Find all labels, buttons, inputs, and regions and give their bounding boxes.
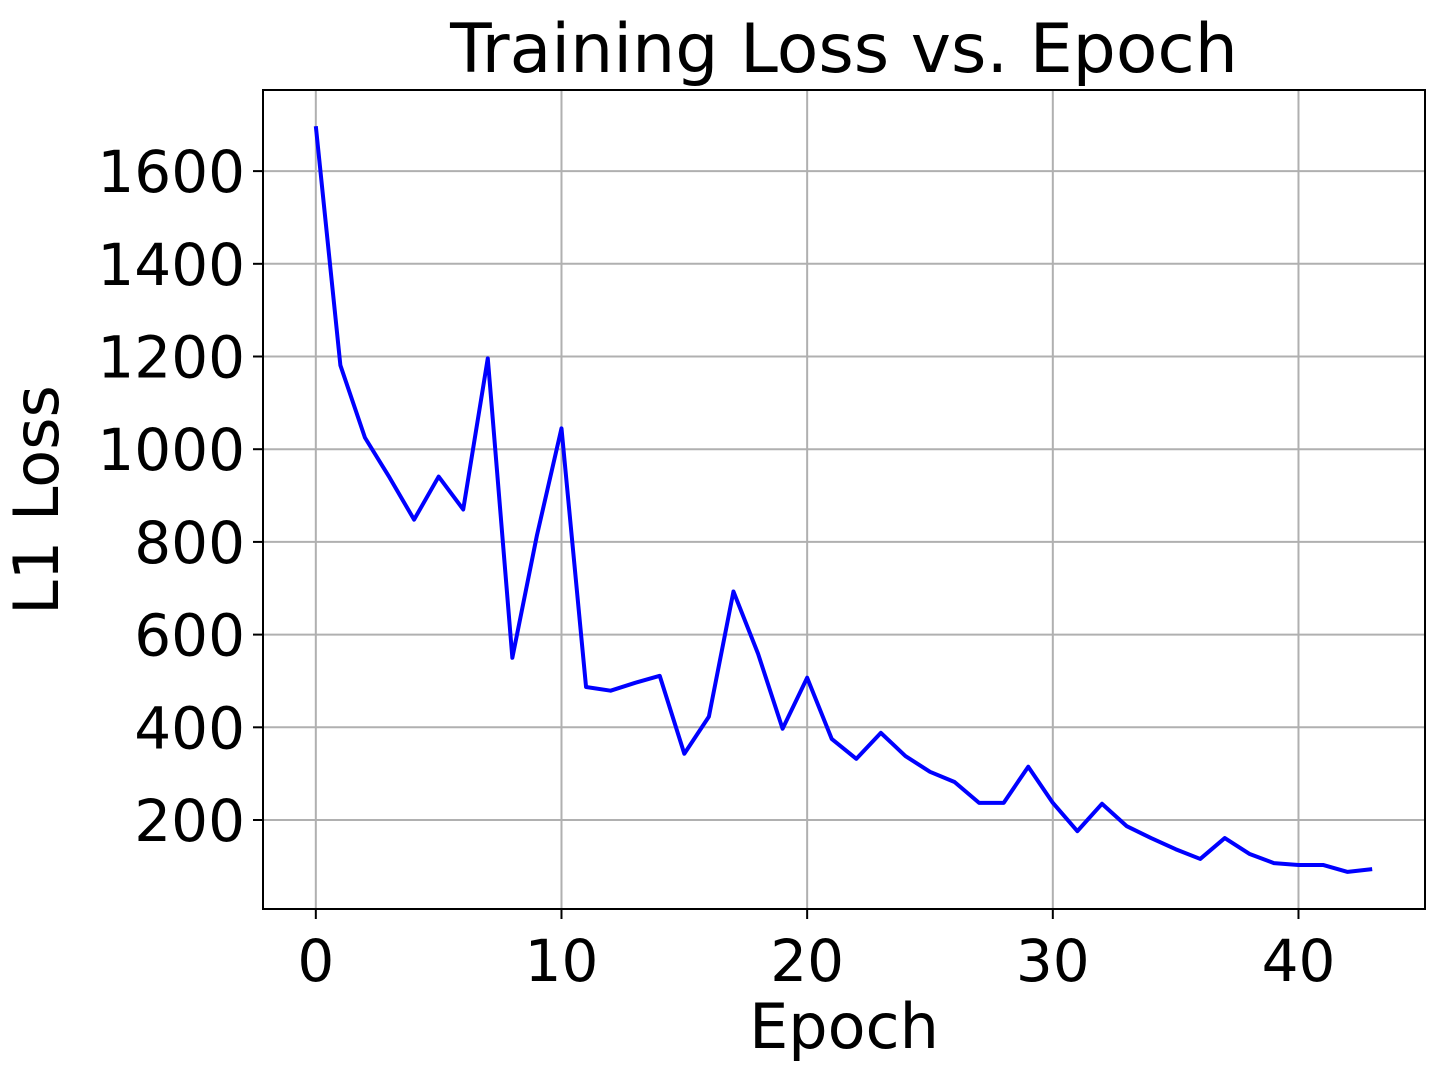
x-tick-label: 10 — [525, 927, 599, 995]
y-tick-label: 1600 — [97, 138, 245, 206]
chart-title: Training Loss vs. Epoch — [449, 10, 1238, 89]
y-tick-label: 1200 — [97, 324, 245, 392]
y-axis-label: L1 Loss — [0, 385, 73, 615]
x-axis-label: Epoch — [749, 990, 939, 1063]
y-tick-label: 1400 — [97, 231, 245, 299]
x-tick-label: 30 — [1016, 927, 1090, 995]
y-tick-label: 600 — [134, 602, 245, 670]
y-tick-label: 800 — [134, 509, 245, 577]
x-tick-label: 40 — [1262, 927, 1336, 995]
x-tick-label: 0 — [297, 927, 334, 995]
y-tick-label: 400 — [134, 694, 245, 762]
line — [313, 125, 1373, 874]
y-tick-label: 200 — [134, 787, 245, 855]
x-tick-label: 20 — [770, 927, 844, 995]
y-tick-label: 1000 — [97, 416, 245, 484]
plot-frame — [262, 89, 1426, 910]
